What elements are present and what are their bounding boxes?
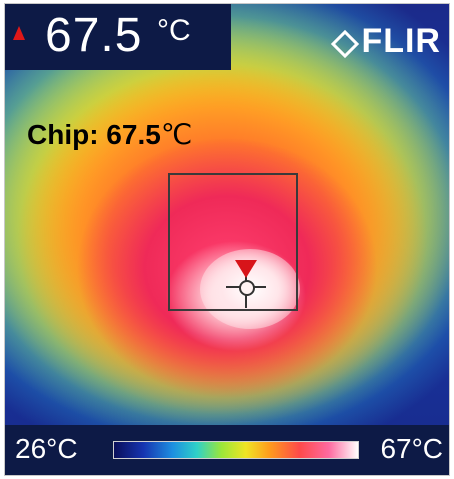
flir-logo-icon [331, 30, 355, 54]
hot-spot-marker-icon [235, 260, 257, 278]
alarm-triangle-icon [13, 26, 25, 40]
temperature-reading-bar: 67.5 °C [5, 4, 231, 70]
brand-name: FLIR [361, 22, 441, 60]
color-palette-gradient [113, 441, 359, 459]
measurement-roi-box[interactable] [168, 173, 298, 311]
brand-logo: FLIR [331, 22, 441, 61]
scale-max-label: 67°C [380, 433, 443, 464]
reading-value: 67.5 [45, 9, 143, 62]
reading-unit: °C [157, 14, 191, 47]
chip-annotation: Chip: 67.5℃ [27, 118, 192, 151]
thermal-image-frame: 67.5 °C FLIR Chip: 67.5℃ 26°C 67°C [4, 3, 450, 476]
spot-crosshair[interactable] [226, 266, 266, 308]
crosshair-center [239, 280, 255, 296]
thermal-heatmap [5, 4, 449, 475]
chip-annotation-unit: ℃ [160, 119, 193, 150]
temperature-scale-bar: 26°C 67°C [5, 425, 449, 475]
chip-annotation-label: Chip: 67.5 [27, 119, 161, 150]
scale-min-label: 26°C [15, 433, 78, 464]
